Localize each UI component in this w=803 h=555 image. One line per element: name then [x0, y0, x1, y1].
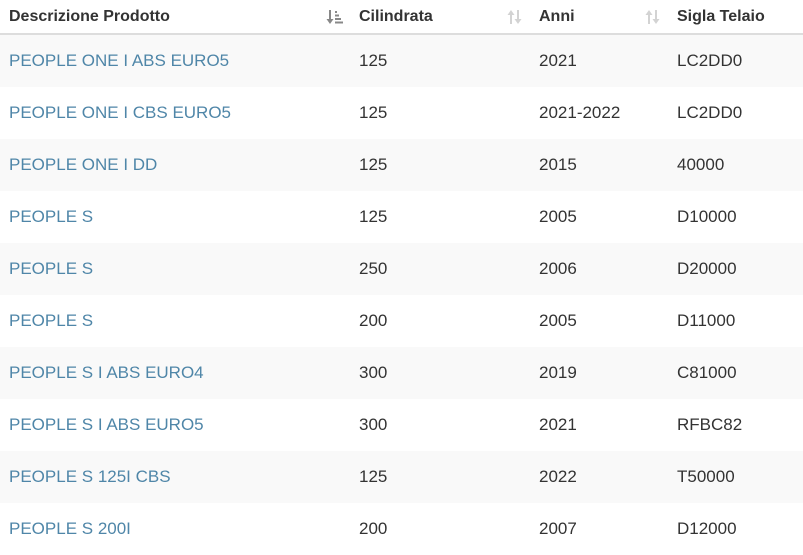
- table-row: PEOPLE ONE I ABS EURO5 125 2021 LC2DD0: [0, 34, 803, 87]
- header-label: Descrizione Prodotto: [9, 7, 170, 25]
- table-row: PEOPLE S 250 2006 D20000: [0, 243, 803, 295]
- table-row: PEOPLE S I ABS EURO5 300 2021 RFBC82: [0, 399, 803, 451]
- cc-cell: 125: [350, 191, 530, 243]
- header-row: Descrizione Prodotto Cilindrata: [0, 0, 803, 35]
- table-row: PEOPLE ONE I CBS EURO5 125 2021-2022 LC2…: [0, 87, 803, 139]
- product-cell: PEOPLE S: [0, 243, 350, 295]
- frame-cell: D10000: [668, 191, 803, 243]
- table-row: PEOPLE S 200I 200 2007 D12000: [0, 503, 803, 555]
- header-label: Sigla Telaio: [677, 7, 765, 25]
- product-link[interactable]: PEOPLE ONE I ABS EURO5: [9, 51, 230, 70]
- table-row: PEOPLE S I ABS EURO4 300 2019 C81000: [0, 347, 803, 399]
- product-link[interactable]: PEOPLE S 125I CBS: [9, 467, 171, 486]
- sort-both-icon[interactable]: [506, 8, 524, 26]
- header-anni[interactable]: Anni: [530, 0, 668, 35]
- table-body: PEOPLE ONE I ABS EURO5 125 2021 LC2DD0 P…: [0, 34, 803, 555]
- product-cell: PEOPLE S I ABS EURO5: [0, 399, 350, 451]
- header-descrizione-prodotto[interactable]: Descrizione Prodotto: [0, 0, 350, 35]
- table-row: PEOPLE S 125 2005 D10000: [0, 191, 803, 243]
- cc-cell: 300: [350, 399, 530, 451]
- years-cell: 2005: [530, 295, 668, 347]
- years-cell: 2021-2022: [530, 87, 668, 139]
- product-cell: PEOPLE S 200I: [0, 503, 350, 555]
- frame-cell: LC2DD0: [668, 34, 803, 87]
- years-cell: 2015: [530, 139, 668, 191]
- years-cell: 2006: [530, 243, 668, 295]
- frame-cell: D12000: [668, 503, 803, 555]
- product-cell: PEOPLE ONE I ABS EURO5: [0, 34, 350, 87]
- cc-cell: 125: [350, 451, 530, 503]
- table-row: PEOPLE S 200 2005 D11000: [0, 295, 803, 347]
- years-cell: 2021: [530, 399, 668, 451]
- frame-cell: LC2DD0: [668, 87, 803, 139]
- frame-cell: T50000: [668, 451, 803, 503]
- sort-amount-down-icon[interactable]: [326, 8, 344, 26]
- table-header: Descrizione Prodotto Cilindrata: [0, 0, 803, 35]
- years-cell: 2021: [530, 34, 668, 87]
- cc-cell: 125: [350, 139, 530, 191]
- sort-both-icon[interactable]: [644, 8, 662, 26]
- product-link[interactable]: PEOPLE ONE I CBS EURO5: [9, 103, 232, 122]
- table-row: PEOPLE S 125I CBS 125 2022 T50000: [0, 451, 803, 503]
- product-cell: PEOPLE ONE I DD: [0, 139, 350, 191]
- table-row: PEOPLE ONE I DD 125 2015 40000: [0, 139, 803, 191]
- header-sigla-telaio[interactable]: Sigla Telaio: [668, 0, 803, 35]
- product-cell: PEOPLE S: [0, 295, 350, 347]
- header-label: Cilindrata: [359, 7, 433, 25]
- product-link[interactable]: PEOPLE S 200I: [9, 519, 131, 538]
- product-cell: PEOPLE S: [0, 191, 350, 243]
- years-cell: 2007: [530, 503, 668, 555]
- product-link[interactable]: PEOPLE S: [9, 207, 94, 226]
- product-link[interactable]: PEOPLE S I ABS EURO4: [9, 363, 204, 382]
- product-link[interactable]: PEOPLE ONE I DD: [9, 155, 158, 174]
- header-cilindrata[interactable]: Cilindrata: [350, 0, 530, 35]
- years-cell: 2022: [530, 451, 668, 503]
- product-cell: PEOPLE S 125I CBS: [0, 451, 350, 503]
- product-cell: PEOPLE ONE I CBS EURO5: [0, 87, 350, 139]
- years-cell: 2005: [530, 191, 668, 243]
- frame-cell: C81000: [668, 347, 803, 399]
- cc-cell: 125: [350, 34, 530, 87]
- frame-cell: D20000: [668, 243, 803, 295]
- product-link[interactable]: PEOPLE S: [9, 311, 94, 330]
- cc-cell: 300: [350, 347, 530, 399]
- years-cell: 2019: [530, 347, 668, 399]
- cc-cell: 125: [350, 87, 530, 139]
- frame-cell: D11000: [668, 295, 803, 347]
- cc-cell: 200: [350, 503, 530, 555]
- cc-cell: 250: [350, 243, 530, 295]
- product-link[interactable]: PEOPLE S I ABS EURO5: [9, 415, 204, 434]
- product-link[interactable]: PEOPLE S: [9, 259, 94, 278]
- frame-cell: 40000: [668, 139, 803, 191]
- header-label: Anni: [539, 7, 575, 25]
- cc-cell: 200: [350, 295, 530, 347]
- product-cell: PEOPLE S I ABS EURO4: [0, 347, 350, 399]
- frame-cell: RFBC82: [668, 399, 803, 451]
